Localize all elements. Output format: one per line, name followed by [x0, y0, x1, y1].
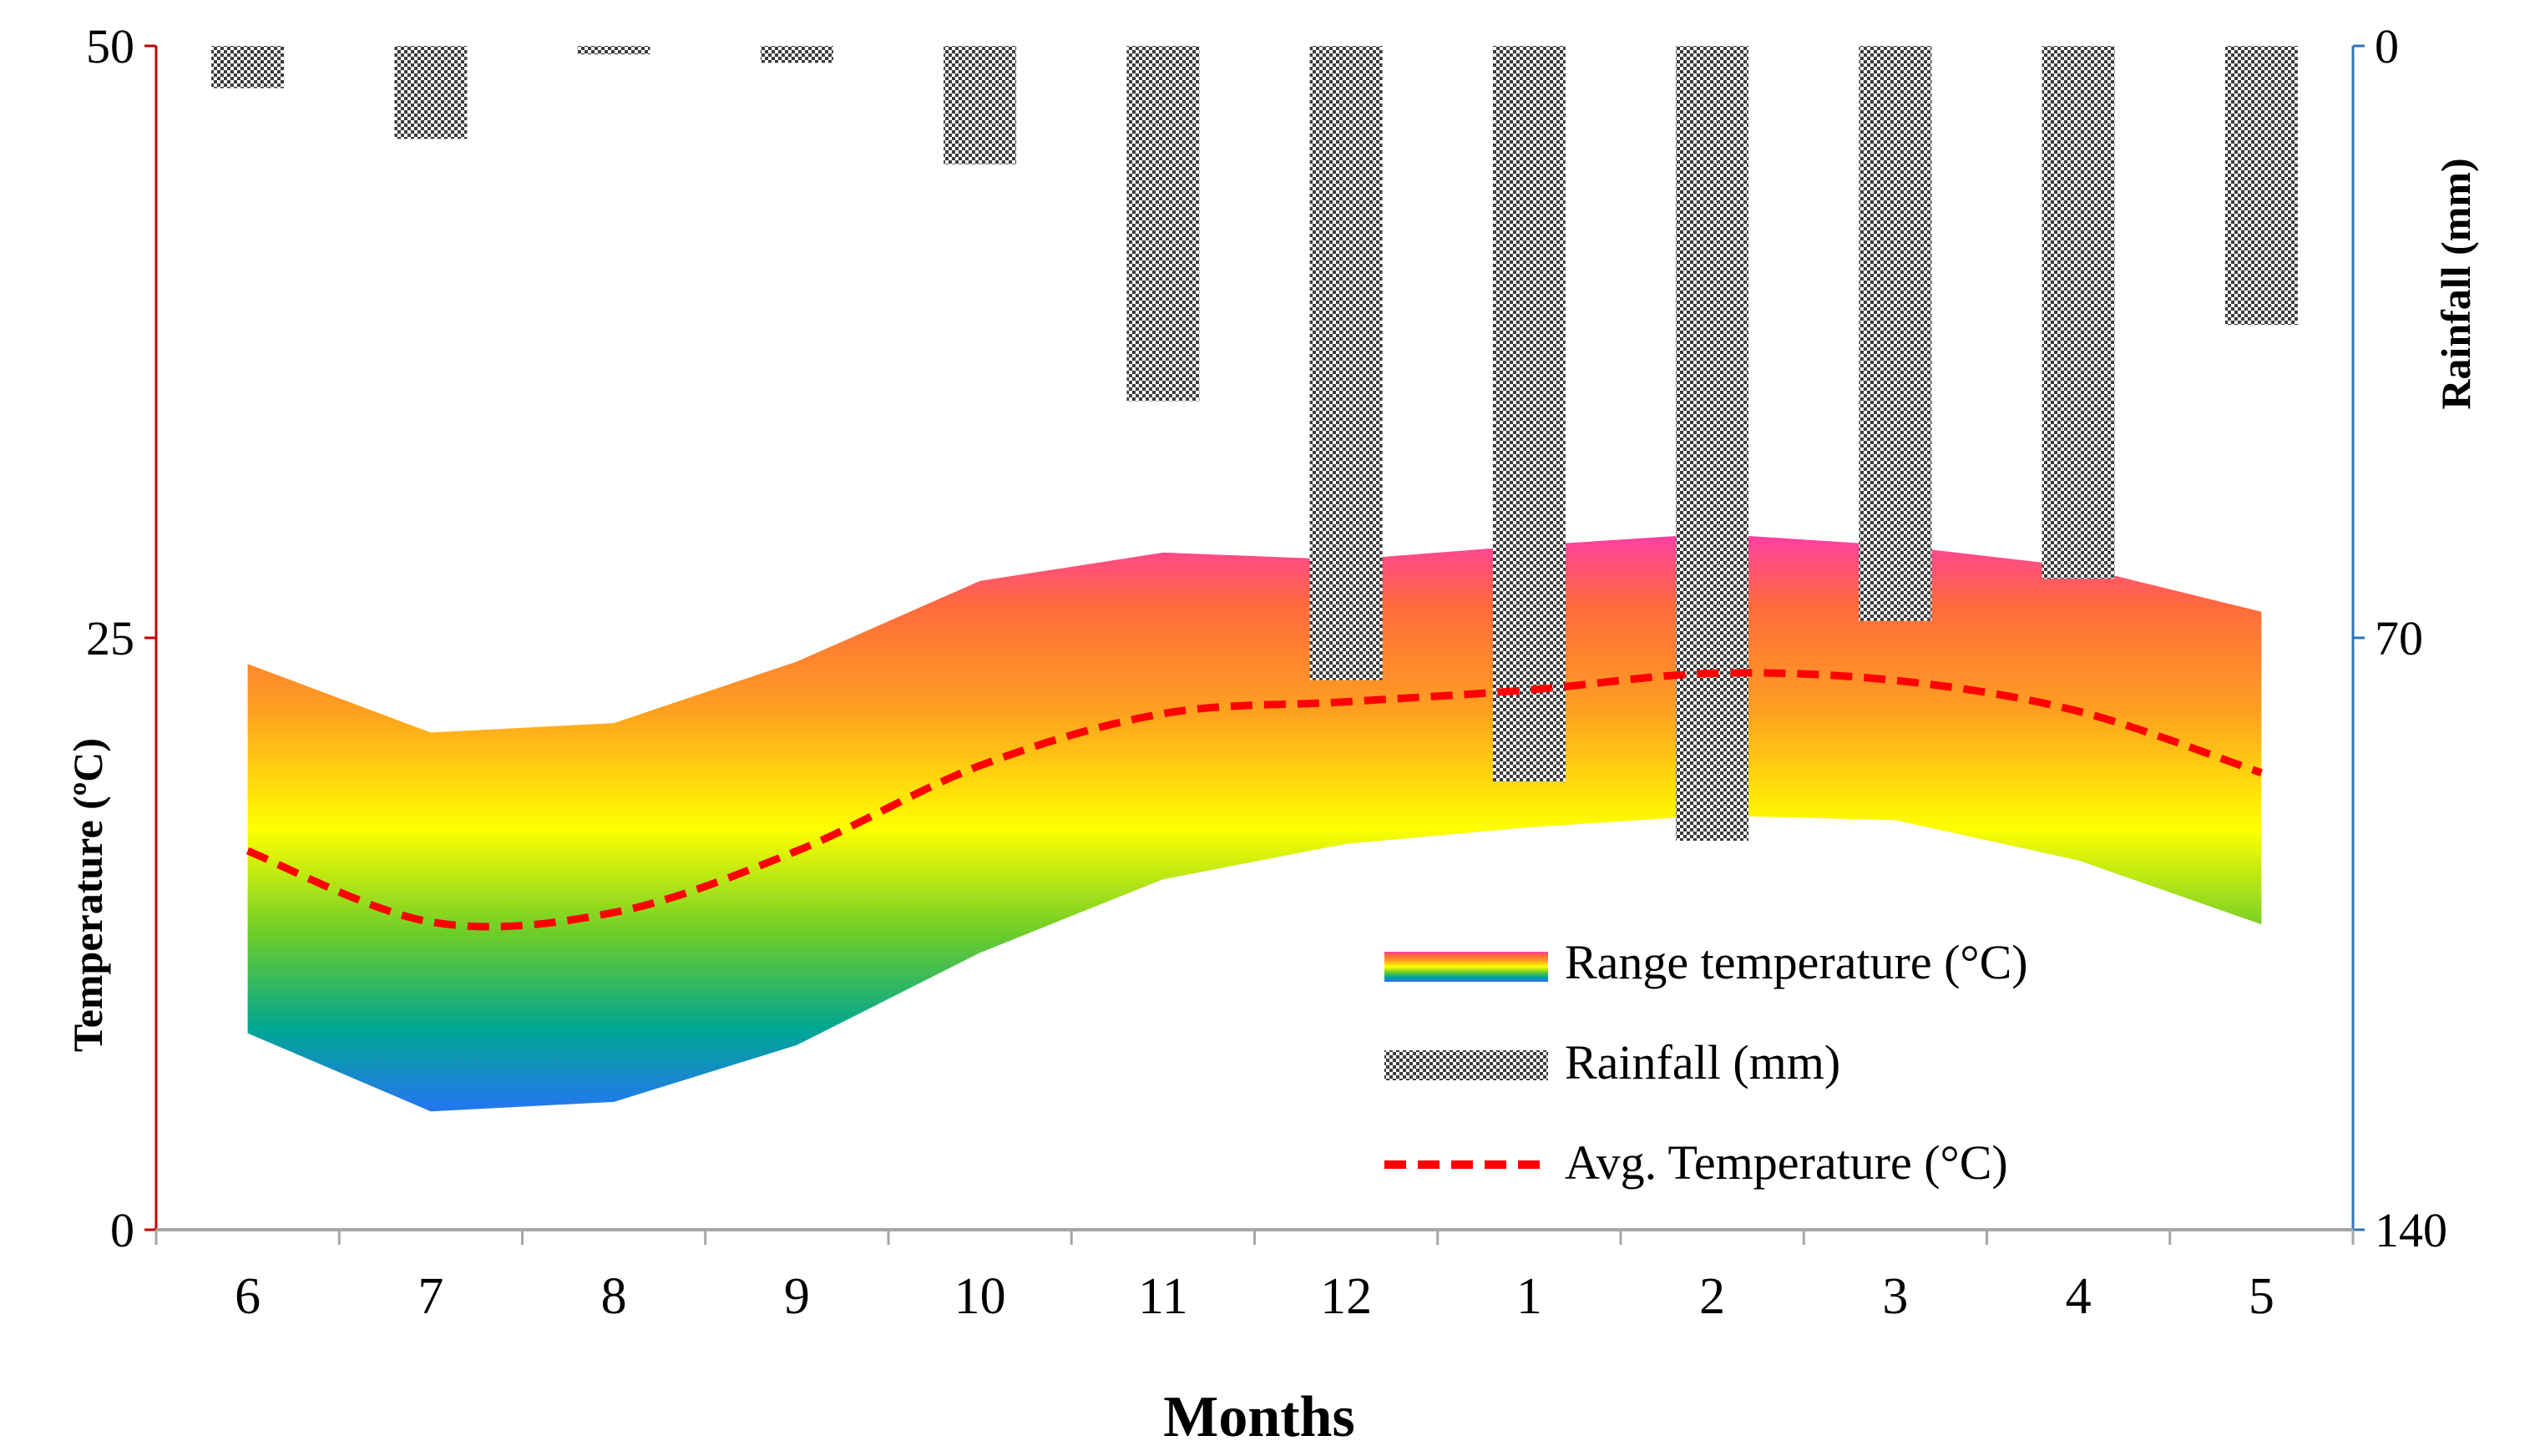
rainfall-bar-4 [2042, 46, 2115, 579]
avg-temperature-line [245, 669, 2263, 931]
y-tick-label: 0 [110, 1203, 134, 1257]
legend-label-rainfall: Rainfall (mm) [1565, 1035, 1840, 1089]
legend-swatch-rainfall [1384, 1050, 1548, 1080]
avg-temperature-layer [245, 669, 2263, 931]
rainfall-bars [211, 46, 2298, 842]
rainfall-bar-1 [1492, 46, 1566, 782]
x-tick-label-1: 1 [1516, 1268, 1542, 1325]
rainfall-bar-10 [944, 46, 1017, 164]
axes [144, 44, 2365, 1245]
x-tick-label-4: 4 [2066, 1268, 2092, 1325]
rainfall-bar-9 [760, 46, 833, 63]
y2-tick-label: 70 [2375, 611, 2423, 665]
legend-label-range: Range temperature (°C) [1565, 935, 2028, 989]
range-temperature-layer [247, 533, 2262, 1112]
rainfall-bar-8 [577, 46, 650, 55]
rainfall-bar-7 [394, 46, 468, 139]
rainfall-bar-2 [1676, 46, 1749, 842]
x-tick-label-2: 2 [1699, 1268, 1725, 1325]
x-tick-label-7: 7 [417, 1268, 443, 1325]
legend: Range temperature (°C) Rainfall (mm) Avg… [1384, 935, 2028, 1190]
y-axis-title: Temperature (ºC) [64, 738, 111, 1052]
rainfall-bar-11 [1126, 46, 1200, 402]
range-temperature-area [247, 533, 2262, 1112]
rainfall-bar-5 [2224, 46, 2298, 326]
x-tick-label-5: 5 [2249, 1268, 2274, 1325]
x-tick-label-9: 9 [784, 1268, 810, 1325]
x-tick-label-3: 3 [1882, 1268, 1908, 1325]
x-tick-label-6: 6 [235, 1268, 261, 1325]
rainfall-bar-12 [1309, 46, 1383, 680]
x-tick-label-8: 8 [601, 1268, 627, 1325]
y-tick-label: 50 [86, 19, 134, 73]
x-tick-label-10: 10 [954, 1268, 1006, 1325]
y2-tick-label: 0 [2375, 19, 2399, 73]
x-tick-label-11: 11 [1138, 1268, 1188, 1325]
rainfall-bar-3 [1859, 46, 1932, 621]
legend-label-avg: Avg. Temperature (°C) [1565, 1135, 2008, 1190]
y-tick-label: 25 [86, 611, 134, 665]
x-tick-label-12: 12 [1320, 1268, 1372, 1325]
legend-swatch-range [1384, 952, 1548, 982]
y2-tick-label: 140 [2375, 1203, 2447, 1257]
rainfall-bar-6 [211, 46, 285, 88]
y2-axis-title: Rainfall (mm) [2432, 158, 2479, 409]
x-axis-title: Months [1163, 1385, 1354, 1449]
